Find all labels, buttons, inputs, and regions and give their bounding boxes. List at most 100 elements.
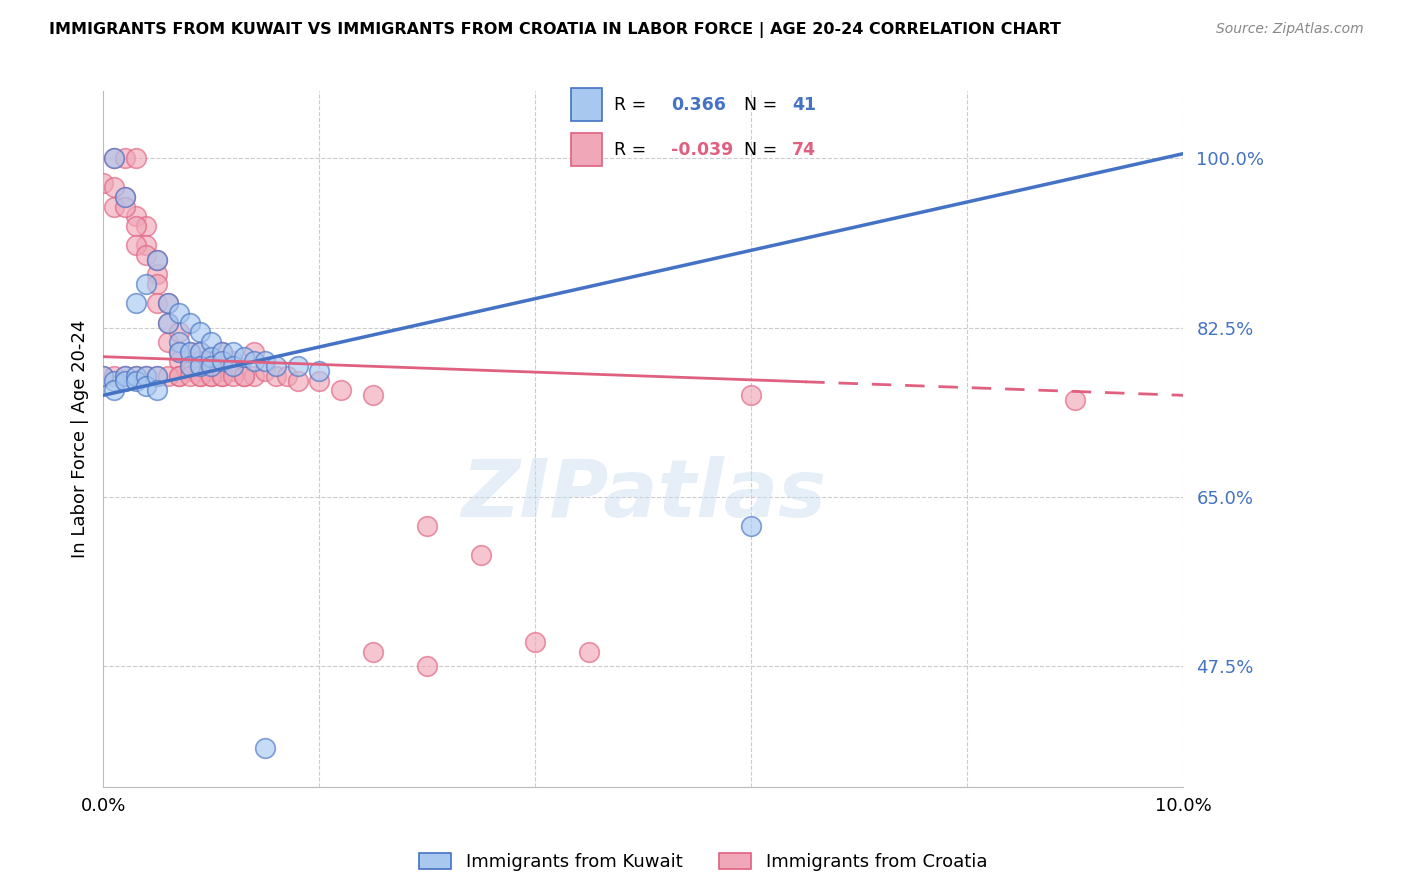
Point [146, 369, 169, 384]
Point [188, 344, 211, 359]
Point [91, 369, 114, 384]
Point [124, 210, 146, 224]
Point [470, 548, 492, 562]
Point [91, 176, 114, 190]
Point [167, 369, 190, 384]
Point [188, 344, 211, 359]
Point [740, 388, 762, 402]
Point [135, 248, 157, 262]
Point [135, 277, 157, 292]
Point [135, 378, 157, 392]
Text: R =: R = [614, 141, 645, 159]
Point [200, 354, 222, 368]
Point [179, 316, 201, 330]
Point [146, 268, 169, 282]
Point [254, 354, 277, 368]
Point [114, 374, 136, 388]
Point [222, 369, 245, 384]
Point [200, 364, 222, 378]
Point [524, 635, 547, 649]
Point [179, 344, 201, 359]
Point [167, 354, 190, 368]
FancyBboxPatch shape [571, 88, 602, 121]
Point [308, 374, 330, 388]
Point [91, 369, 114, 384]
Point [188, 354, 211, 368]
Point [329, 384, 352, 398]
Point [124, 219, 146, 234]
Point [156, 335, 179, 350]
Text: ZIPatlas: ZIPatlas [461, 456, 825, 533]
Point [287, 359, 309, 374]
Point [179, 359, 201, 374]
Point [103, 374, 125, 388]
Point [211, 369, 233, 384]
Point [146, 277, 169, 292]
Point [156, 316, 179, 330]
Text: Source: ZipAtlas.com: Source: ZipAtlas.com [1216, 22, 1364, 37]
Point [167, 335, 190, 350]
Point [188, 359, 211, 374]
Point [222, 359, 245, 374]
Point [146, 369, 169, 384]
Point [167, 344, 190, 359]
Point [167, 326, 190, 340]
Legend: Immigrants from Kuwait, Immigrants from Croatia: Immigrants from Kuwait, Immigrants from … [412, 846, 994, 879]
Point [232, 369, 254, 384]
Text: N =: N = [744, 95, 778, 113]
Point [156, 296, 179, 310]
Point [124, 369, 146, 384]
Point [167, 344, 190, 359]
Point [179, 364, 201, 378]
Point [416, 518, 439, 533]
Point [211, 354, 233, 368]
Point [264, 369, 287, 384]
Point [167, 306, 190, 320]
Point [103, 152, 125, 166]
Point [211, 369, 233, 384]
Point [200, 350, 222, 364]
Point [103, 200, 125, 214]
Point [135, 219, 157, 234]
Point [156, 316, 179, 330]
Point [416, 659, 439, 673]
Point [243, 354, 266, 368]
Point [114, 369, 136, 384]
Point [264, 359, 287, 374]
Point [211, 344, 233, 359]
Point [124, 369, 146, 384]
Point [135, 369, 157, 384]
Point [156, 369, 179, 384]
Point [179, 354, 201, 368]
Point [114, 190, 136, 204]
Point [146, 296, 169, 310]
Point [578, 644, 600, 658]
Point [1064, 393, 1087, 408]
Text: 74: 74 [792, 141, 815, 159]
Point [114, 152, 136, 166]
Text: N =: N = [744, 141, 778, 159]
Point [124, 152, 146, 166]
Point [188, 364, 211, 378]
Point [308, 364, 330, 378]
Point [167, 369, 190, 384]
Text: -0.039: -0.039 [671, 141, 734, 159]
Point [200, 369, 222, 384]
Text: IMMIGRANTS FROM KUWAIT VS IMMIGRANTS FROM CROATIA IN LABOR FORCE | AGE 20-24 COR: IMMIGRANTS FROM KUWAIT VS IMMIGRANTS FRO… [49, 22, 1062, 38]
FancyBboxPatch shape [571, 133, 602, 166]
Point [179, 369, 201, 384]
Point [222, 354, 245, 368]
Point [276, 369, 298, 384]
Point [361, 388, 384, 402]
Point [179, 344, 201, 359]
Point [114, 190, 136, 204]
Point [188, 326, 211, 340]
Point [124, 238, 146, 252]
Point [211, 364, 233, 378]
Point [114, 369, 136, 384]
Point [156, 296, 179, 310]
Point [200, 335, 222, 350]
Point [146, 252, 169, 267]
Point [243, 369, 266, 384]
Point [124, 296, 146, 310]
